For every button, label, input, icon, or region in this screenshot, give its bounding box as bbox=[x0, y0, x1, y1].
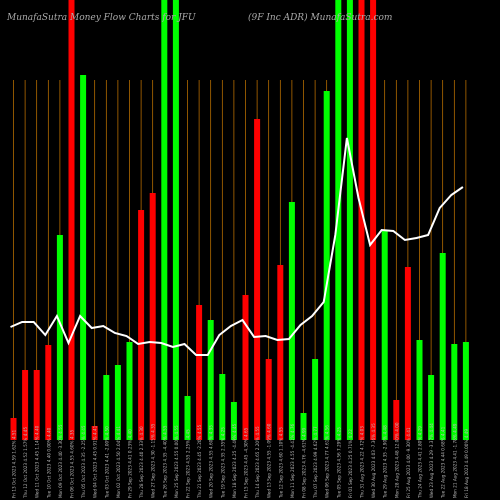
x-tick-label: Fri 22 Sep 2023 4.55 2.25% 4.45 bbox=[186, 429, 191, 498]
money-flow-bar bbox=[393, 400, 400, 440]
x-tick-label: Thu 12 Oct 2023 4.52 1.57% 4.45 bbox=[23, 427, 28, 499]
x-tick-label: Wed 04 Oct 2023 4.45 0.91% 4.41 bbox=[93, 425, 98, 498]
money-flow-bar bbox=[56, 235, 63, 440]
money-flow-bar bbox=[33, 370, 40, 440]
money-flow-bar bbox=[161, 0, 168, 440]
x-tick-label: Wed 30 Aug 2023 4.03 -7.36% 4.35 bbox=[371, 423, 376, 498]
x-tick-label: Fri 13 Oct 2023 4.59 1.62% 4.51 bbox=[12, 430, 17, 498]
money-flow-bar bbox=[358, 0, 365, 440]
money-flow-bar bbox=[10, 418, 17, 440]
money-flow-bar bbox=[91, 426, 98, 440]
money-flow-bar bbox=[335, 0, 342, 440]
money-flow-bar bbox=[230, 402, 237, 440]
x-tick-label: Tue 05 Sep 2023 4.56 7.29% 4.25 bbox=[336, 427, 341, 499]
money-flow-bar bbox=[80, 75, 87, 440]
x-tick-label: Wed 06 Sep 2023 4.77 4.61% 4.56 bbox=[325, 425, 330, 498]
x-tick-label: Mon 21 Aug 2023 4.41 -1.78% 4.49 bbox=[452, 423, 457, 498]
x-tick-label: Mon 18 Sep 2023 4.25 -4.49% 4.45 bbox=[232, 424, 237, 498]
money-flow-bar bbox=[428, 375, 435, 440]
x-tick-label: Tue 03 Oct 2023 4.41 -2.00% 4.50 bbox=[104, 426, 109, 499]
x-tick-label: Tue 22 Aug 2023 4.44 0.68% 4.41 bbox=[441, 426, 446, 499]
x-tick-label: Thu 24 Aug 2023 4.41 2.80% 4.29 bbox=[418, 426, 423, 499]
money-flow-bar bbox=[451, 344, 458, 440]
x-tick-label: Tue 26 Sep 2023 4.35 -4.40% 4.55 bbox=[162, 425, 167, 499]
x-tick-label: Mon 02 Oct 2023 4.50 2.04% 4.41 bbox=[116, 426, 121, 498]
money-flow-bar bbox=[242, 295, 249, 440]
money-flow-bar bbox=[312, 359, 319, 440]
x-tick-label: Fri 15 Sep 2023 4.45 -4.30% 4.65 bbox=[244, 427, 249, 498]
x-tick-label: Tue 10 Oct 2023 4.40 0.00% 4.40 bbox=[46, 427, 51, 499]
money-flow-bar bbox=[254, 119, 261, 440]
money-flow-bar bbox=[207, 320, 214, 440]
money-flow-bar bbox=[184, 396, 191, 440]
money-flow-bar bbox=[416, 340, 423, 440]
x-tick-label: Thu 31 Aug 2023 4.22 4.72% 4.03 bbox=[360, 426, 365, 499]
money-flow-bar bbox=[103, 375, 110, 440]
x-tick-label: Wed 13 Sep 2023 4.55 -1.09% 4.60 bbox=[267, 423, 272, 498]
x-tick-label: Thu 14 Sep 2023 4.65 2.20% 4.55 bbox=[255, 426, 260, 499]
money-flow-bar bbox=[381, 230, 388, 440]
x-axis-tick-labels: Fri 13 Oct 2023 4.59 1.62% 4.51 Thu 12 Oc… bbox=[12, 422, 469, 499]
money-flow-bar bbox=[323, 91, 330, 440]
money-flow-bar bbox=[138, 210, 145, 440]
money-flow-line bbox=[10, 137, 464, 356]
x-tick-label: Tue 12 Sep 2023 4.60 1.10% 4.55 bbox=[278, 427, 283, 499]
x-tick-label: Fri 25 Aug 2023 4.00 -9.30% 4.41 bbox=[406, 427, 411, 498]
x-tick-label: Mon 11 Sep 2023 4.55 -4.41% 4.76 bbox=[290, 424, 295, 498]
money-flow-bar bbox=[45, 345, 52, 440]
money-flow-bar bbox=[346, 0, 353, 440]
money-flow-bar bbox=[439, 253, 446, 440]
x-tick-label: Fri 29 Sep 2023 4.41 0.23% 4.40 bbox=[128, 429, 133, 498]
x-tick-label: Thu 07 Sep 2023 4.99 4.62% 4.77 bbox=[313, 426, 318, 499]
chart-title-right: (9F Inc ADR) MunafaSutra.com bbox=[248, 12, 392, 23]
x-tick-label: Mon 09 Oct 2023 4.40 -3.30% 4.55 bbox=[58, 424, 63, 498]
x-tick-label: Mon 25 Sep 2023 4.55 0.00% 4.55 bbox=[174, 425, 179, 498]
money-flow-bar bbox=[462, 342, 469, 440]
money-flow-bar bbox=[126, 342, 133, 440]
money-flow-bar bbox=[196, 305, 203, 440]
money-flow-bar bbox=[68, 0, 75, 440]
money-flow-bar bbox=[370, 0, 377, 440]
x-tick-label: Tue 29 Aug 2023 4.35 -2.90% 4.48 bbox=[383, 425, 388, 499]
x-tick-label: Fri 08 Sep 2023 4.76 -4.61% 4.99 bbox=[302, 427, 307, 498]
money-flow-bar bbox=[404, 267, 411, 440]
x-tick-label: Thu 05 Oct 2023 4.35 -2.25% 4.45 bbox=[81, 425, 86, 499]
x-tick-label: Thu 21 Sep 2023 4.45 -2.20% 4.55 bbox=[197, 424, 202, 499]
x-tick-label: Fri 01 Sep 2023 4.25 0.71% 4.22 bbox=[348, 429, 353, 498]
money-flow-bar bbox=[22, 370, 29, 440]
x-tick-label: Thu 28 Sep 2023 4.40 2.33% 4.30 bbox=[139, 426, 144, 499]
x-tick-label: Wed 11 Oct 2023 4.45 1.14% 4.40 bbox=[35, 425, 40, 498]
money-flow-bar bbox=[149, 193, 156, 440]
x-tick-label: Wed 20 Sep 2023 4.55 4.60% 4.35 bbox=[209, 425, 214, 498]
chart-title-left: MunafaSutra Money Flow Charts for JFU bbox=[6, 13, 196, 23]
money-flow-bar bbox=[277, 265, 284, 440]
money-flow-bar bbox=[172, 0, 179, 440]
money-flow-bar bbox=[288, 202, 295, 440]
x-tick-label: Wed 27 Sep 2023 4.30 -1.15% 4.35 bbox=[151, 423, 156, 498]
x-tick-label: Wed 23 Aug 2023 4.29 -3.37% 4.44 bbox=[429, 423, 434, 498]
money-flow-bar bbox=[265, 359, 272, 440]
x-tick-label: Fri 06 Oct 2023 4.55 4.60% 4.35 bbox=[70, 430, 75, 498]
bar-series bbox=[10, 0, 469, 440]
money-flow-bar bbox=[300, 413, 307, 440]
x-tick-label: Fri 18 Aug 2023 4.49 0.00% 4.49 bbox=[464, 429, 469, 498]
money-flow-bar bbox=[114, 365, 121, 440]
x-tick-label: Mon 28 Aug 2023 4.48 12.00% 4.00 bbox=[394, 422, 399, 498]
money-flow-bar bbox=[219, 374, 226, 440]
x-tick-label: Tue 19 Sep 2023 4.35 2.35% 4.25 bbox=[220, 427, 225, 499]
